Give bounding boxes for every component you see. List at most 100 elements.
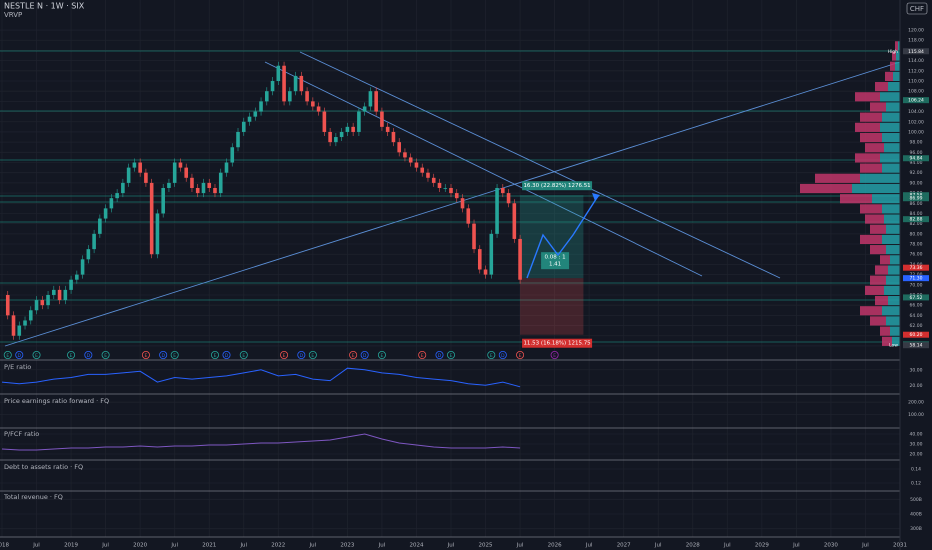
vrvp-down-bar [875,265,888,275]
price-badge-label: 60.20 [910,332,923,338]
candle [368,91,373,107]
candle [207,182,212,188]
vrvp-up-bar [886,275,900,285]
y-tick-label: 0.12 [911,481,921,487]
candle [121,182,125,194]
event-icon [170,350,179,359]
price-badge [903,195,929,202]
vrvp-up-bar [895,61,900,71]
candle [52,289,56,295]
event-icon [210,350,219,359]
grid [0,0,901,537]
event-icon [349,350,358,359]
price-badge-label: 106.24 [908,98,924,104]
pane-title: Debt to assets ratio · FQ [4,463,83,471]
candle [512,203,517,239]
candle [311,101,315,107]
event-icon [101,350,110,359]
candle [63,289,68,301]
candle [288,91,292,102]
vrvp-down-bar [882,336,892,346]
event-icon [418,350,427,359]
vrvp-up-bar [880,153,900,163]
price-badge-name: Low [889,343,898,349]
event-icon [498,350,507,359]
x-tick-label: 2026 [548,543,562,549]
y-tick-label: 94.00 [910,160,923,166]
candle [40,300,45,306]
currency-box[interactable] [906,2,928,15]
price-badge [903,342,929,349]
candle [385,126,390,132]
vrvp-up-bar [882,112,900,122]
vrvp-down-bar [885,71,893,82]
y-tick-label: 90.00 [910,180,923,186]
y-tick-label: 62.00 [910,323,923,329]
event-label: D [501,353,505,359]
vrvp-down-bar [870,224,886,234]
candle [86,249,91,260]
candle [477,249,482,270]
candle [408,157,413,163]
candle [34,300,39,311]
vrvp-up-bar [886,245,900,255]
candle [28,310,33,321]
event-icon [141,350,150,359]
candle [305,91,309,102]
event-label: E [519,353,522,359]
vrvp-up-bar [886,316,900,326]
stop-label: 11.53 (16.18%) 1215.75 [523,341,591,347]
candle [247,116,252,122]
candle [132,162,137,168]
event-label: D [438,353,442,359]
event-icon [239,350,248,359]
event-label: E [70,353,73,359]
candle [190,177,194,188]
y-tick-label: 100.00 [908,129,924,135]
vrvp-up-bar [884,214,900,224]
x-tick-label: Jul [32,543,40,549]
vrvp-up-bar [893,71,900,82]
event-label: D [225,353,229,359]
event-label: E [6,353,9,359]
vrvp-down-bar [870,245,886,255]
event-icon [84,350,93,359]
pane-title: Price earnings ratio forward · FQ [4,397,109,405]
candle [339,131,344,138]
x-tick-label: 2018 [0,543,9,549]
event-label: E [311,353,314,359]
vrvp-down-bar [860,163,882,173]
candle [506,193,511,204]
y-tick-label: 118.00 [908,38,924,44]
vrvp-down-bar [860,234,882,245]
candle [466,208,471,224]
y-tick-label: 104.00 [908,109,924,115]
candle [276,65,281,82]
candle [167,182,171,188]
candle [391,131,396,143]
vrvp-down-bar [875,82,888,92]
y-tick-label: 100.00 [908,412,924,418]
currency[interactable]: CHF [910,5,924,13]
x-tick-label: 2030 [824,543,838,549]
price-badge-label: 73.36 [910,265,923,271]
candle [103,208,108,219]
vrvp-down-bar [865,214,884,224]
candle [357,111,361,132]
vrvp-down-bar [855,122,880,132]
event-icon [446,350,455,359]
price-badge-label: 67.52 [910,295,923,301]
vrvp-down-bar [895,41,898,51]
y-tick-label: 114.00 [908,58,924,64]
candle [489,233,494,275]
event-icon [67,350,76,359]
symbol-title: NESTLE N · 1W · SIX [4,2,85,11]
y-tick-label: 200.00 [908,400,924,406]
event-icon [377,350,386,359]
candle [259,101,263,112]
candle [374,91,378,112]
x-tick-label: Jul [723,543,731,549]
price-badge-label: 94.84 [910,156,923,162]
vrvp-down-bar [880,326,890,336]
